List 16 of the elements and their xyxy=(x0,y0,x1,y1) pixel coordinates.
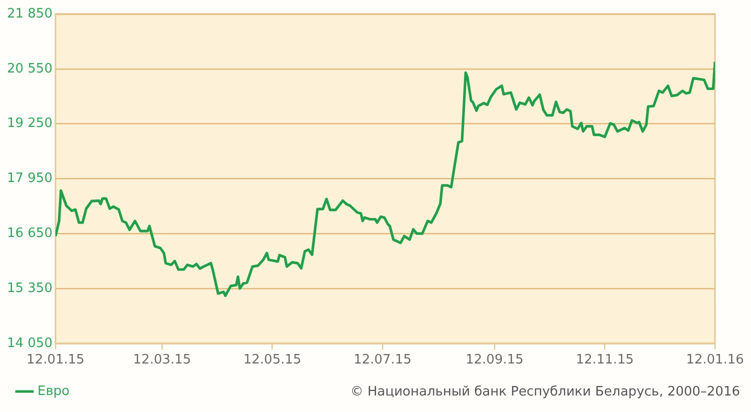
x-tick-label: 12.09.15 xyxy=(466,352,524,368)
y-tick-label: 16 650 xyxy=(6,226,52,241)
y-tick-label: 14 050 xyxy=(6,336,52,351)
x-tick-label: 12.11.15 xyxy=(576,352,634,368)
y-tick-label: 17 950 xyxy=(6,171,52,186)
text: © Национальный банк Республики Беларусь, 2000–2016 xyxy=(350,384,740,400)
y-tick-label: 20 550 xyxy=(6,61,52,76)
y-tick-label: 19 250 xyxy=(6,116,52,132)
legend-label: Евро xyxy=(38,384,70,399)
x-tick-label: 12.01.15 xyxy=(26,352,84,368)
x-tick-label: 12.07.15 xyxy=(354,352,412,368)
y-tick-label: 21 850 xyxy=(6,6,52,22)
x-tick-label: 12.03.15 xyxy=(133,352,192,368)
x-tick-label: 12.05.15 xyxy=(243,352,302,368)
x-tick-label: 12.01.16 xyxy=(686,352,744,368)
y-tick-label: 15 350 xyxy=(6,280,52,296)
